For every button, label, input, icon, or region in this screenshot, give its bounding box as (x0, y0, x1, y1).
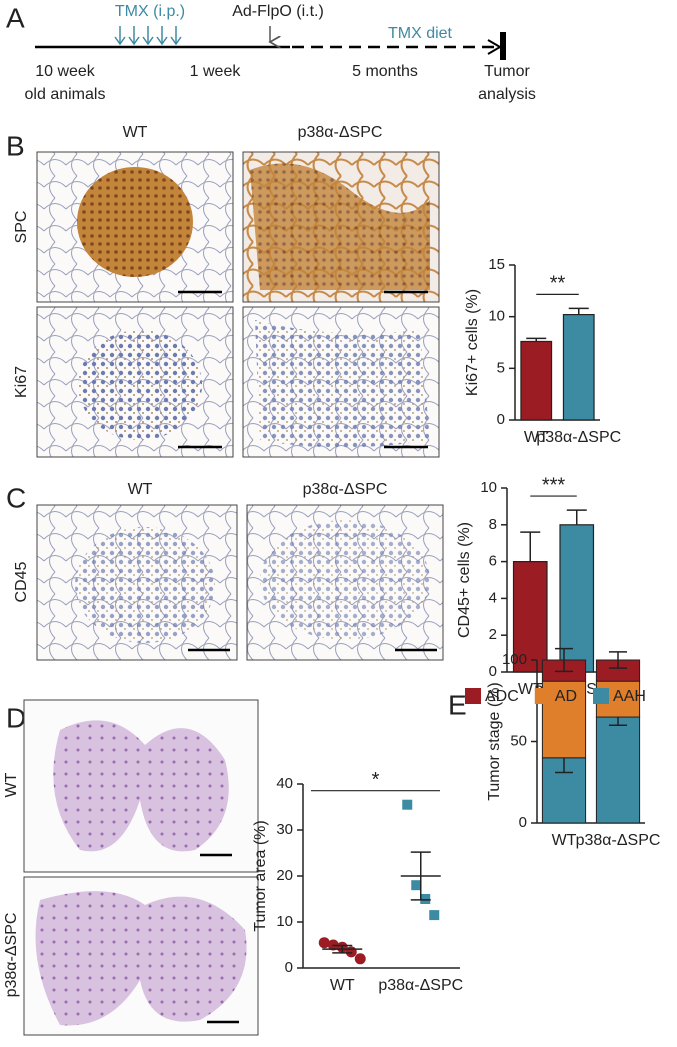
start-label: 10 week (35, 63, 96, 80)
y-tick-label: 100 (502, 651, 527, 668)
y-tick-label: 15 (488, 256, 505, 273)
x-tick-label: p38α-ΔSPC (536, 429, 621, 446)
y-tick-label: 8 (489, 516, 497, 533)
bar (520, 340, 553, 421)
row-label: p38α-ΔSPC (3, 913, 20, 998)
bar-segment (595, 716, 641, 824)
x-tick-label: WT (330, 977, 355, 994)
point (429, 910, 440, 921)
end-label: Tumor (484, 63, 530, 80)
interval-label: 5 months (352, 63, 418, 80)
point (402, 799, 413, 810)
row-label: WT (3, 772, 20, 797)
scale-bars (200, 853, 239, 1024)
column-label: WT (128, 481, 153, 498)
y-axis-label: Tumor area (%) (252, 820, 269, 931)
micrographs (36, 151, 440, 458)
y-tick-label: 10 (480, 479, 497, 496)
bar (562, 314, 595, 421)
y-tick-label: 50 (510, 732, 527, 749)
y-tick-label: 4 (489, 589, 497, 606)
y-tick-label: 0 (489, 663, 497, 680)
y-axis-label: CD45+ cells (%) (456, 522, 473, 638)
legend-swatch (593, 688, 610, 704)
panel-letter: B (6, 130, 25, 161)
timeline-arrow (487, 39, 502, 55)
panel-letter: C (6, 482, 26, 513)
row-label: CD45 (13, 561, 30, 602)
x-tick-label: WT (524, 429, 549, 446)
significance-label: * (372, 769, 380, 791)
injection-arrows (114, 26, 182, 46)
y-axis-label: Tumor stage (%) (486, 682, 503, 801)
column-label: WT (123, 124, 148, 141)
panel-d: D WT p38α-ΔSPC (3, 699, 259, 1036)
micrographs (23, 699, 259, 1036)
infection-label: Ad-FlpO (i.t.) (232, 3, 324, 20)
y-tick-label: 2 (489, 626, 497, 643)
column-label: p38α-ΔSPC (303, 481, 388, 498)
legend-swatch (534, 688, 551, 704)
x-tick-label: WT (552, 832, 577, 849)
start-label: old animals (25, 86, 106, 103)
panel-c: C WT p38α-ΔSPC CD45 (6, 481, 444, 661)
legend-label: AAH (613, 688, 646, 705)
point (420, 894, 431, 904)
legend-label: AD (555, 688, 577, 705)
panel-b: B WT p38α-ΔSPC SPC Ki67 (6, 124, 440, 458)
micrographs (36, 504, 444, 661)
y-tick-label: 0 (519, 814, 527, 831)
y-axis-label: Ki67+ cells (%) (464, 289, 481, 396)
significance-label: *** (542, 474, 566, 496)
panel-letter: E (448, 689, 467, 720)
end-label: analysis (478, 86, 536, 103)
y-tick-label: 10 (488, 308, 505, 325)
bar (512, 560, 548, 673)
legend-label: ADC (485, 688, 519, 705)
panel-letter: D (6, 702, 26, 733)
scale-bars (178, 290, 428, 449)
significance-label: ** (550, 273, 566, 295)
y-tick-label: 0 (285, 959, 293, 976)
bar (559, 524, 595, 673)
panel-letter: A (6, 2, 25, 33)
y-tick-label: 20 (276, 867, 293, 884)
point (411, 880, 422, 891)
legend-swatch (465, 688, 481, 704)
point (345, 946, 357, 958)
interval-label: 1 week (190, 63, 242, 80)
injection-label: TMX (i.p.) (115, 3, 185, 20)
column-label: p38α-ΔSPC (298, 124, 383, 141)
row-label: SPC (13, 211, 30, 244)
point (354, 953, 366, 965)
y-tick-label: 6 (489, 553, 497, 570)
y-tick-label: 5 (497, 359, 505, 376)
y-tick-label: 30 (276, 821, 293, 838)
panel-a: A TMX (i.p.) Ad-FlpO (i.t.) TMX diet 10 … (6, 2, 536, 103)
x-tick-label: p38α-ΔSPC (378, 977, 463, 994)
x-tick-label: p38α-ΔSPC (576, 832, 661, 849)
diet-label: TMX diet (388, 25, 453, 42)
y-tick-label: 10 (276, 913, 293, 930)
point (318, 937, 330, 949)
y-tick-label: 40 (276, 775, 293, 792)
y-tick-label: 0 (497, 411, 505, 428)
row-label: Ki67 (13, 366, 30, 398)
